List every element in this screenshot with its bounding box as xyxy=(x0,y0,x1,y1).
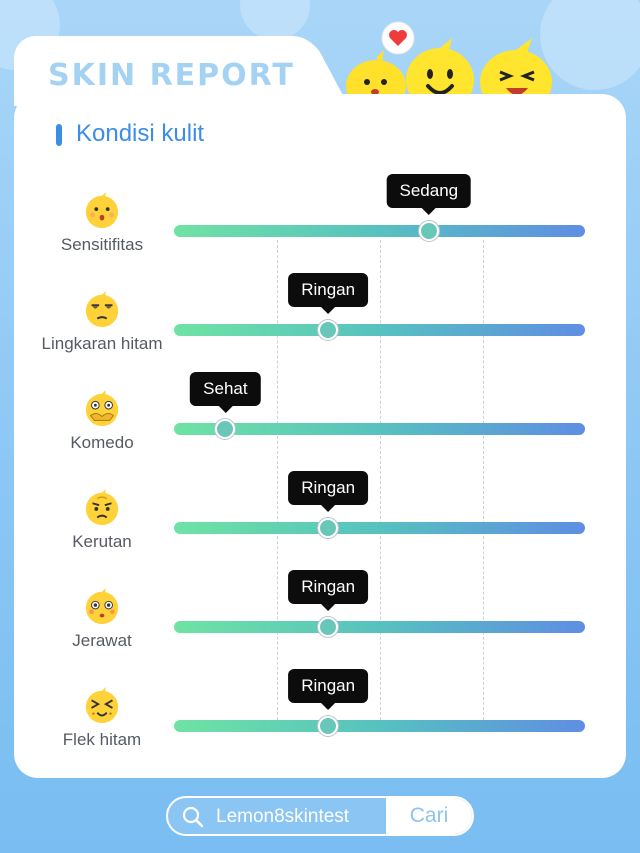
metric-row: Kerutan Ringan xyxy=(0,471,640,581)
level-knob[interactable] xyxy=(318,518,339,538)
level-tooltip: Ringan xyxy=(288,570,369,611)
grid-divider xyxy=(380,240,381,720)
metric-row: Flek hitam Ringan xyxy=(0,669,640,779)
metric-label: Flek hitam xyxy=(62,730,142,749)
level-track xyxy=(174,621,585,633)
metric-label: Sensitifitas xyxy=(60,235,144,254)
metric-label: Komedo xyxy=(70,433,134,452)
level-knob[interactable] xyxy=(215,419,236,439)
level-tooltip: Sedang xyxy=(386,174,472,215)
squinting-face-icon xyxy=(85,687,119,724)
background-bubble xyxy=(240,0,310,40)
level-tooltip: Sehat xyxy=(190,372,261,413)
level-tooltip: Ringan xyxy=(288,471,369,512)
metric-label: Kerutan xyxy=(72,532,132,551)
metric-row: Komedo Sehat xyxy=(0,372,640,482)
worried-face-icon xyxy=(85,489,119,526)
heart-bubble-icon xyxy=(381,21,415,55)
report-title: SKIN REPORT xyxy=(48,58,295,93)
metric-row: Sensitifitas Sedang xyxy=(0,174,640,284)
lemon-mascots-icon xyxy=(346,21,552,100)
level-tooltip: Ringan xyxy=(288,669,369,710)
covering-mouth-face-icon xyxy=(85,390,119,427)
level-tooltip: Ringan xyxy=(288,273,369,314)
metric-label: Lingkaran hitam xyxy=(41,334,163,353)
grid-divider xyxy=(483,240,484,720)
level-track xyxy=(174,324,585,336)
section-title: Kondisi kulit xyxy=(76,120,205,147)
grid-divider xyxy=(277,240,278,720)
search-bar: Lemon8skintest Cari xyxy=(166,796,474,836)
level-track xyxy=(174,522,585,534)
metric-row: Jerawat Ringan xyxy=(0,570,640,680)
tired-face-icon xyxy=(85,291,119,328)
kiss-face-icon xyxy=(85,192,119,229)
level-knob[interactable] xyxy=(418,221,439,241)
search-input[interactable]: Lemon8skintest xyxy=(216,806,350,827)
level-track xyxy=(174,720,585,732)
level-knob[interactable] xyxy=(318,320,339,340)
level-track xyxy=(174,423,585,435)
background-bubble xyxy=(540,0,640,90)
level-knob[interactable] xyxy=(318,716,339,736)
search-icon[interactable] xyxy=(182,806,204,828)
section-title-accent xyxy=(56,124,62,146)
surprised-face-icon xyxy=(85,588,119,625)
level-track xyxy=(174,225,585,237)
level-knob[interactable] xyxy=(318,617,339,637)
metric-row: Lingkaran hitam Ringan xyxy=(0,273,640,383)
metric-label: Jerawat xyxy=(72,631,132,650)
search-button[interactable]: Cari xyxy=(386,798,472,834)
